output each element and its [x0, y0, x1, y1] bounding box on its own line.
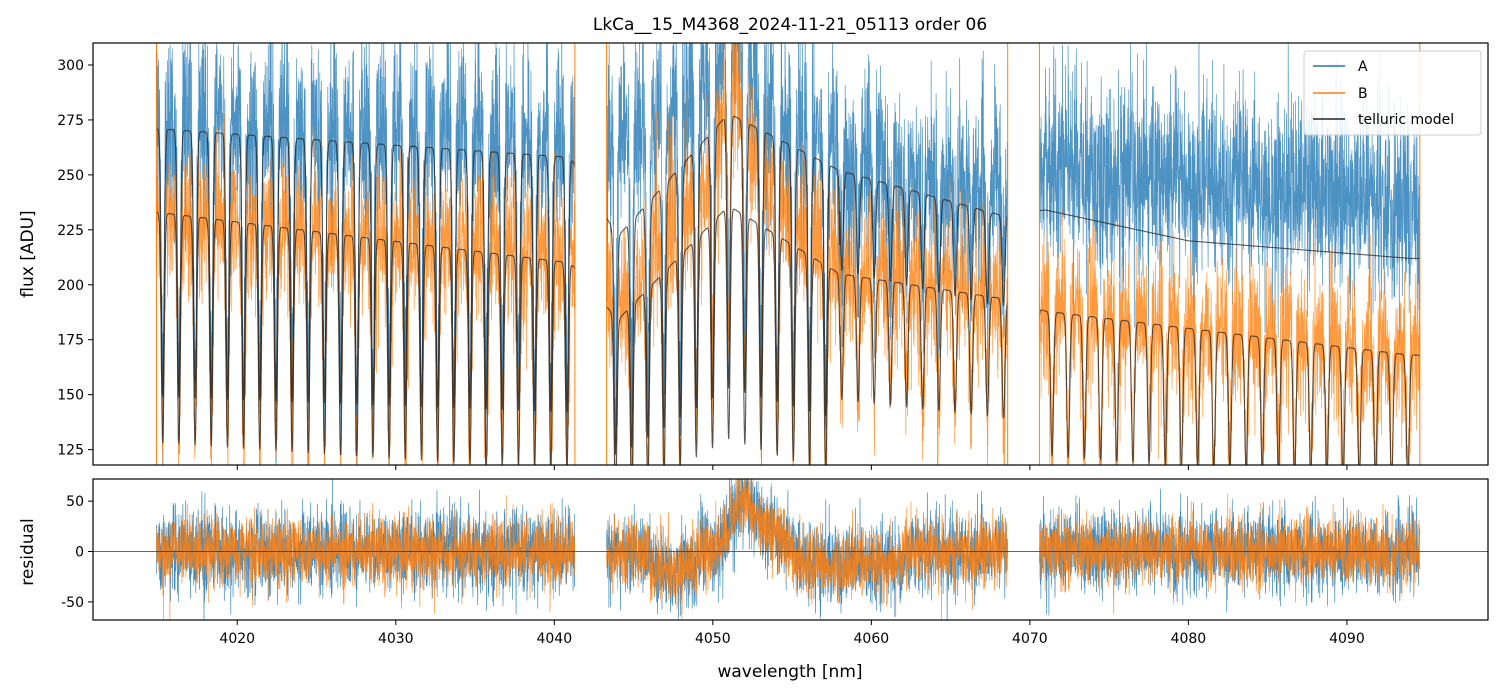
flux-ytick-label: 225 [57, 223, 84, 239]
flux-panel: 125 150 175 200 225 250 275 300 flux [ADU] [18, 42, 1489, 470]
flux-ytick-label: 300 [57, 58, 84, 74]
legend-box [1303, 50, 1482, 136]
flux-y-ticks: 125 150 175 200 225 250 275 300 [57, 58, 93, 459]
residual-y-ticks: -50 0 50 [61, 494, 93, 611]
telluric-model-a-line [156, 115, 1420, 454]
flux-ylabel: flux [ADU] [18, 210, 38, 297]
x-tick-label: 4050 [695, 631, 731, 647]
x-tick-label: 4080 [1171, 631, 1207, 647]
residual-ytick-label: -50 [61, 595, 84, 611]
residual-ytick-label: 50 [66, 494, 84, 510]
flux-ytick-label: 275 [57, 113, 84, 129]
flux-x-ticks [236, 465, 1348, 470]
legend: A B telluric model [1303, 50, 1482, 136]
x-tick-label: 4040 [536, 631, 572, 647]
flux-ytick-label: 125 [57, 443, 84, 459]
flux-axes-frame [92, 42, 1489, 466]
x-tick-label: 4070 [1012, 631, 1048, 647]
residual-axes-frame [92, 478, 1489, 621]
x-tick-label: 4060 [854, 631, 890, 647]
telluric-model-b-line [156, 208, 1421, 465]
x-tick-label: 4090 [1329, 631, 1365, 647]
x-tick-label: 4030 [378, 631, 414, 647]
flux-ytick-label: 250 [57, 168, 84, 184]
x-axis-label: wavelength [nm] [717, 662, 862, 682]
x-tick-label: 4020 [219, 631, 255, 647]
legend-label-a: A [1358, 59, 1368, 75]
flux-ytick-label: 200 [57, 278, 84, 294]
residual-ylabel: residual [18, 518, 38, 585]
flux-ytick-label: 150 [57, 388, 84, 404]
flux-ytick-label: 175 [57, 333, 84, 349]
chart-title: LkCa__15_M4368_2024-11-21_05113 order 06 [593, 15, 987, 35]
residual-b-line [156, 479, 1420, 620]
residual-ytick-label: 0 [75, 545, 84, 561]
legend-label-b: B [1358, 86, 1368, 102]
legend-label-telluric: telluric model [1358, 112, 1454, 128]
residual-x-ticks: 4020 4030 4040 4050 4060 4070 4080 4090 [219, 620, 1365, 647]
